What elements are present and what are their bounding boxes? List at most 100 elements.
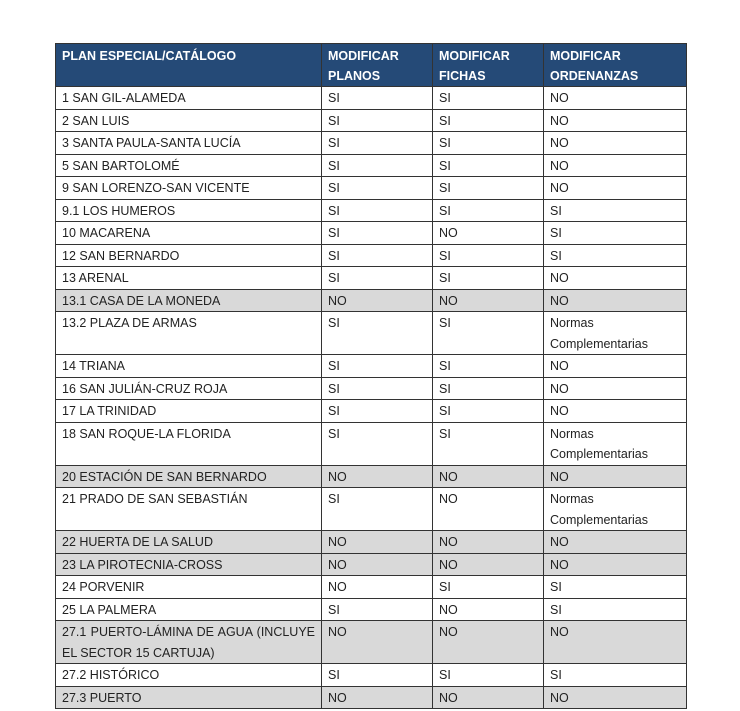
planos-cell: SI (321, 131, 433, 155)
ordenanzas-cell: NO (543, 108, 687, 132)
fichas-cell: SI (432, 153, 544, 177)
plan-cell: 14 TRIANA (55, 354, 322, 378)
plan-cell: 1 SAN GIL-ALAMEDA (55, 86, 322, 110)
ordenanzas-cell: NO (543, 376, 687, 400)
plan-cell: 16 SAN JULIÁN-CRUZ ROJA (55, 376, 322, 400)
planos-cell: NO (321, 620, 433, 664)
plan-cell: 12 SAN BERNARDO (55, 243, 322, 267)
fichas-cell: NO (432, 620, 544, 664)
ordenanzas-cell: Normas Complementarias (543, 421, 687, 466)
planos-cell: SI (321, 487, 433, 531)
table-row: 17 LA TRINIDAD SI SI NO (55, 399, 687, 423)
ordenanzas-cell: SI (543, 221, 687, 245)
plans-table: PLAN ESPECIAL/CATÁLOGO MODIFICAR PLANOS … (55, 43, 687, 709)
ordenanzas-cell: NO (543, 86, 687, 110)
planos-cell: NO (321, 552, 433, 576)
fichas-cell: SI (432, 311, 544, 355)
plan-cell: 9 SAN LORENZO-SAN VICENTE (55, 176, 322, 200)
ordenanzas-cell: SI (543, 198, 687, 222)
table-row: 3 SANTA PAULA-SANTA LUCÍA SI SI NO (55, 131, 687, 155)
plan-cell: 20 ESTACIÓN DE SAN BERNARDO (55, 464, 322, 488)
fichas-cell: SI (432, 575, 544, 599)
table-row: 23 LA PIROTECNIA-CROSS NO NO NO (55, 552, 687, 576)
header-ordenanzas: MODIFICAR ORDENANZAS (543, 43, 687, 87)
table-row: 18 SAN ROQUE-LA FLORIDA SI SI Normas Comple… (55, 421, 687, 466)
header-plan: PLAN ESPECIAL/CATÁLOGO (55, 43, 322, 87)
planos-cell: NO (321, 575, 433, 599)
ordenanzas-cell: NO (543, 685, 687, 709)
table-row: 27.1 PUERTO-LÁMINA DE AGUA (INCLUYE EL S… (55, 620, 687, 664)
fichas-cell: SI (432, 176, 544, 200)
table-row: 13.2 PLAZA DE ARMAS SI SI Normas Complement… (55, 311, 687, 355)
header-row: PLAN ESPECIAL/CATÁLOGO MODIFICAR PLANOS … (55, 43, 687, 87)
fichas-cell: NO (432, 552, 544, 576)
table-row: 14 TRIANA SI SI NO (55, 354, 687, 378)
table-row: 5 SAN BARTOLOMÉ SI SI NO (55, 153, 687, 177)
planos-cell: NO (321, 530, 433, 554)
plan-cell: 27.1 PUERTO-LÁMINA DE AGUA (INCLUYE EL S… (55, 620, 322, 664)
fichas-cell: SI (432, 266, 544, 290)
table-row: 13.1 CASA DE LA MONEDA NO NO NO (55, 288, 687, 312)
table-row: 27.2 HISTÓRICO SI SI SI (55, 663, 687, 687)
ordenanzas-cell: SI (543, 663, 687, 687)
table-row: 1 SAN GIL-ALAMEDA SI SI NO (55, 86, 687, 110)
fichas-cell: NO (432, 487, 544, 531)
table-row: 27.3 PUERTO NO NO NO (55, 685, 687, 709)
table-row: 9 SAN LORENZO-SAN VICENTE SI SI NO (55, 176, 687, 200)
header-planos: MODIFICAR PLANOS (321, 43, 433, 87)
ordenanzas-cell: NO (543, 399, 687, 423)
ordenanzas-cell: NO (543, 530, 687, 554)
ordenanzas-cell: NO (543, 464, 687, 488)
planos-cell: NO (321, 288, 433, 312)
fichas-cell: SI (432, 421, 544, 466)
fichas-cell: NO (432, 530, 544, 554)
table-row: 20 ESTACIÓN DE SAN BERNARDO NO NO NO (55, 464, 687, 488)
fichas-cell: SI (432, 108, 544, 132)
ordenanzas-cell: SI (543, 597, 687, 621)
ordenanzas-cell: NO (543, 288, 687, 312)
table-row: 12 SAN BERNARDO SI SI SI (55, 243, 687, 267)
fichas-cell: SI (432, 86, 544, 110)
table-row: 21 PRADO DE SAN SEBASTIÁN SI NO Normas Comp… (55, 487, 687, 531)
ordenanzas-cell: NO (543, 176, 687, 200)
fichas-cell: SI (432, 243, 544, 267)
table-row: 25 LA PALMERA SI NO SI (55, 597, 687, 621)
planos-cell: SI (321, 421, 433, 466)
table-row: 16 SAN JULIÁN-CRUZ ROJA SI SI NO (55, 376, 687, 400)
plan-cell: 2 SAN LUIS (55, 108, 322, 132)
plan-cell: 5 SAN BARTOLOMÉ (55, 153, 322, 177)
ordenanzas-cell: SI (543, 575, 687, 599)
ordenanzas-cell: NO (543, 354, 687, 378)
fichas-cell: SI (432, 131, 544, 155)
planos-cell: NO (321, 464, 433, 488)
fichas-cell: SI (432, 399, 544, 423)
ordenanzas-cell: NO (543, 552, 687, 576)
ordenanzas-cell: NO (543, 131, 687, 155)
table-row: 10 MACARENA SI NO SI (55, 221, 687, 245)
fichas-cell: SI (432, 198, 544, 222)
planos-cell: SI (321, 663, 433, 687)
fichas-cell: SI (432, 354, 544, 378)
plan-cell: 13.2 PLAZA DE ARMAS (55, 311, 322, 355)
planos-cell: SI (321, 597, 433, 621)
plan-cell: 17 LA TRINIDAD (55, 399, 322, 423)
plan-cell: 3 SANTA PAULA-SANTA LUCÍA (55, 131, 322, 155)
fichas-cell: SI (432, 663, 544, 687)
planos-cell: SI (321, 266, 433, 290)
table-row: 22 HUERTA DE LA SALUD NO NO NO (55, 530, 687, 554)
fichas-cell: NO (432, 464, 544, 488)
plan-cell: 27.2 HISTÓRICO (55, 663, 322, 687)
ordenanzas-cell: NO (543, 620, 687, 664)
planos-cell: SI (321, 108, 433, 132)
planos-cell: SI (321, 176, 433, 200)
planos-cell: NO (321, 685, 433, 709)
plan-cell: 21 PRADO DE SAN SEBASTIÁN (55, 487, 322, 531)
fichas-cell: NO (432, 685, 544, 709)
plan-cell: 23 LA PIROTECNIA-CROSS (55, 552, 322, 576)
planos-cell: SI (321, 221, 433, 245)
planos-cell: SI (321, 376, 433, 400)
planos-cell: SI (321, 311, 433, 355)
header-fichas: MODIFICAR FICHAS (432, 43, 544, 87)
plan-cell: 24 PORVENIR (55, 575, 322, 599)
plan-cell: 13 ARENAL (55, 266, 322, 290)
